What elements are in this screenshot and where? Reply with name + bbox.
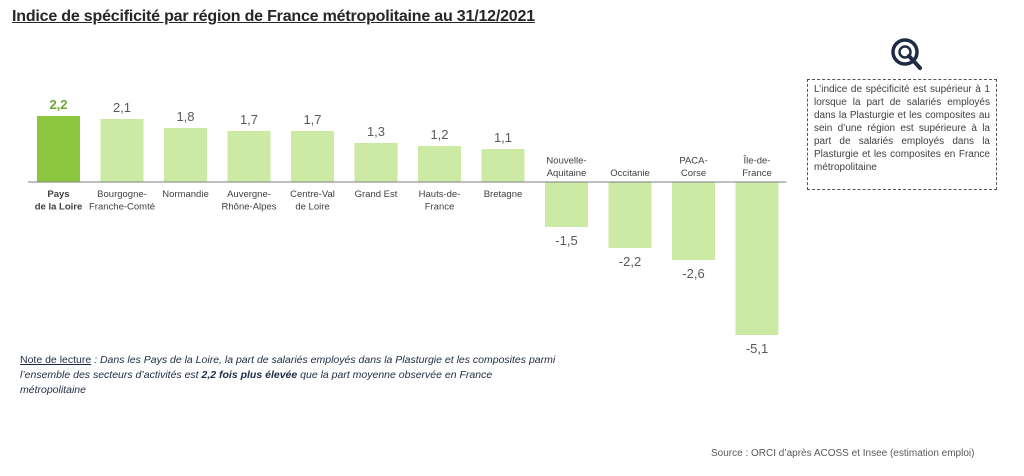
data-label: -1,5 (555, 233, 577, 248)
data-label: 1,3 (367, 124, 385, 139)
category-label: Normandie (162, 189, 208, 200)
note-text-2: que la part moyenne observée en France m… (20, 369, 493, 396)
data-label: 2,2 (49, 97, 67, 112)
category-label: Pays de la Loire (35, 189, 83, 213)
data-label: -5,1 (746, 341, 768, 356)
category-label: Nouvelle-Aquitaine (546, 156, 586, 180)
data-label: -2,2 (619, 254, 641, 269)
note-label: Note de lecture (20, 354, 92, 366)
category-label: Grand Est (355, 189, 398, 200)
bar (545, 182, 588, 227)
bar (164, 128, 207, 182)
bar (608, 182, 652, 248)
bar (291, 131, 334, 182)
category-label: PACA-Corse (679, 156, 707, 180)
bar (418, 146, 461, 182)
note-text-1: : Dans les Pays de la Loire, la part de … (20, 354, 556, 381)
callout-text: L’indice de spécificité est supérieur à … (814, 84, 990, 173)
data-label: -2,6 (682, 266, 704, 281)
data-label: 1,7 (303, 112, 321, 127)
bar (37, 116, 80, 182)
definition-callout: L’indice de spécificité est supérieur à … (807, 79, 997, 190)
category-label: Hauts-de-France (419, 189, 461, 213)
data-label: 1,7 (240, 112, 258, 127)
bar (672, 182, 715, 260)
category-label: Auvergne-Rhône-Alpes (222, 189, 277, 213)
bar (100, 119, 144, 182)
bar (481, 149, 525, 182)
data-label: 2,1 (113, 100, 131, 115)
note-bold: 2,2 fois plus élevée (201, 369, 298, 381)
bar (735, 182, 779, 335)
category-label: Centre-Val de Loire (290, 189, 335, 213)
reading-note: Note de lecture : Dans les Pays de la Lo… (20, 353, 560, 398)
category-label: Bretagne (484, 189, 523, 200)
bar (354, 143, 398, 182)
data-label: 1,8 (176, 109, 194, 124)
bar (227, 131, 271, 182)
source-note: Source : ORCI d’après ACOSS et Insee (es… (711, 448, 975, 459)
magnifier-icon (891, 38, 922, 70)
data-label: 1,2 (430, 127, 448, 142)
category-label: Île-de-France (742, 156, 772, 180)
category-label: Bourgogne-Franche-Comté (89, 189, 155, 213)
data-label: 1,1 (494, 130, 512, 145)
category-label: Occitanie (610, 168, 650, 179)
chart-title: Indice de spécificité par région de Fran… (12, 8, 535, 25)
